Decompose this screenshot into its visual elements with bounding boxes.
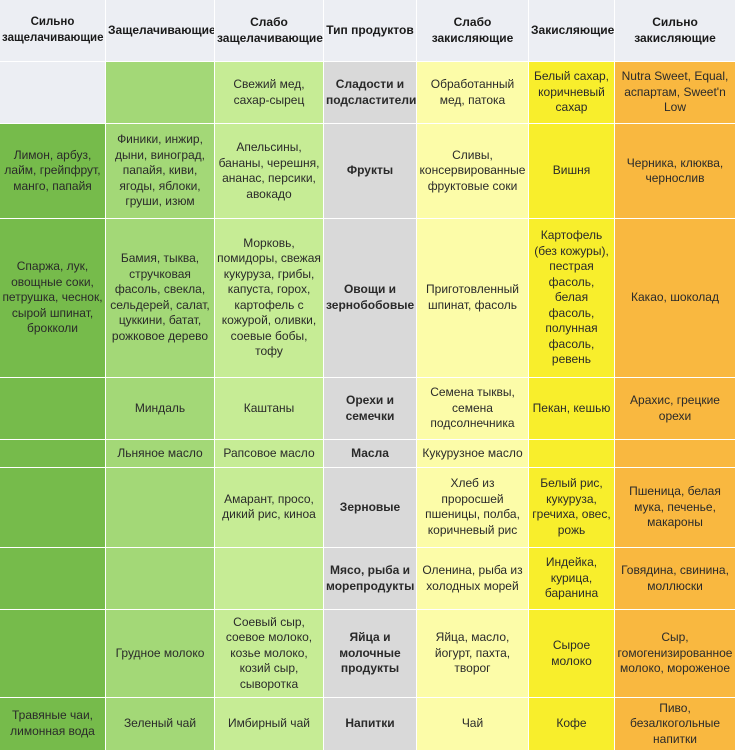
alkaline-cell [106,548,215,611]
food-type-cell: Напитки [324,697,417,751]
food-type-cell: Фрукты [324,124,417,219]
header-strong-acidic: Сильно закисляющие [615,0,736,62]
strong-alkaline-cell [0,467,106,549]
strong-acidic-cell: Говядина, свинина, моллюски [615,548,736,611]
table-row: Миндаль Каштаны Орехи и семечки Семена т… [0,377,736,441]
alkaline-cell: Льняное масло [106,440,215,468]
food-type-cell: Овощи и зернобобовые [324,218,417,378]
strong-acidic-cell: Nutra Sweet, Equal, аспартам, Sweet'n Lo… [615,62,736,125]
food-type-cell: Зерновые [324,467,417,549]
alkaline-cell: Грудное молоко [106,610,215,698]
strong-alkaline-cell [0,62,106,125]
alkaline-cell: Миндаль [106,377,215,441]
strong-alkaline-cell [0,377,106,441]
food-type-cell: Сладости и подсластители [324,62,417,125]
food-type-cell: Орехи и семечки [324,377,417,441]
weak-acidic-cell: Приготовленный шпинат, фасоль [417,218,529,378]
acidic-cell: Кофе [529,697,615,751]
acidic-cell: Белый сахар, коричневый сахар [529,62,615,125]
table-row: Амарант, просо, дикий рис, киноа Зерновы… [0,467,736,549]
header-strong-alkaline: Сильно защелачивающие [0,0,106,62]
strong-acidic-cell: Пиво, безалкогольные напитки [615,697,736,751]
table-row: Льняное масло Рапсовое масло Масла Кукур… [0,440,736,468]
weak-alkaline-cell: Соевый сыр, соевое молоко, козье молоко,… [215,610,324,698]
alkaline-cell [106,467,215,549]
weak-acidic-cell: Кукурузное масло [417,440,529,468]
header-alkaline: Защелачивающие [106,0,215,62]
weak-alkaline-cell: Морковь, помидоры, свежая кукуруза, гриб… [215,218,324,378]
strong-alkaline-cell: Травяные чаи, лимонная вода [0,697,106,751]
strong-alkaline-cell [0,610,106,698]
table-row: Грудное молоко Соевый сыр, соевое молоко… [0,610,736,698]
table-row: Лимон, арбуз, лайм, грейпфрут, манго, па… [0,124,736,219]
strong-acidic-cell: Черника, клюква, чернослив [615,124,736,219]
weak-alkaline-cell: Имбирный чай [215,697,324,751]
header-weak-alkaline: Слабо защелачивающие [215,0,324,62]
weak-alkaline-cell: Рапсовое масло [215,440,324,468]
header-weak-acidic: Слабо закисляющие [417,0,529,62]
acidic-cell: Пекан, кешью [529,377,615,441]
food-type-cell: Яйца и молочные продукты [324,610,417,698]
weak-acidic-cell: Яйца, масло, йогурт, пахта, творог [417,610,529,698]
strong-acidic-cell: Арахис, грецкие орехи [615,377,736,441]
acidic-cell: Белый рис, кукуруза, гречиха, овес, рожь [529,467,615,549]
weak-alkaline-cell: Каштаны [215,377,324,441]
acidic-cell: Индейка, курица, баранина [529,548,615,611]
acidic-cell: Вишня [529,124,615,219]
weak-acidic-cell: Обработанный мед, патока [417,62,529,125]
alkaline-cell: Зеленый чай [106,697,215,751]
strong-alkaline-cell: Лимон, арбуз, лайм, грейпфрут, манго, па… [0,124,106,219]
table-row: Спаржа, лук, овощные соки, петрушка, чес… [0,218,736,378]
strong-acidic-cell [615,440,736,468]
strong-alkaline-cell [0,440,106,468]
food-type-cell: Масла [324,440,417,468]
table-row: Мясо, рыба и морепродукты Оленина, рыба … [0,548,736,611]
header-food-type: Тип продуктов [324,0,417,62]
strong-acidic-cell: Какао, шоколад [615,218,736,378]
acidic-cell: Сырое молоко [529,610,615,698]
alkaline-cell [106,62,215,125]
strong-alkaline-cell [0,548,106,611]
strong-alkaline-cell: Спаржа, лук, овощные соки, петрушка, чес… [0,218,106,378]
weak-alkaline-cell: Свежий мед, сахар-сырец [215,62,324,125]
weak-alkaline-cell: Амарант, просо, дикий рис, киноа [215,467,324,549]
table-row: Травяные чаи, лимонная вода Зеленый чай … [0,697,736,751]
header-acidic: Закисляющие [529,0,615,62]
header-row: Сильно защелачивающие Защелачивающие Сла… [0,0,736,62]
table-row: Свежий мед, сахар-сырец Сладости и подсл… [0,62,736,125]
weak-acidic-cell: Оленина, рыба из холодных морей [417,548,529,611]
weak-alkaline-cell [215,548,324,611]
alkaline-cell: Финики, инжир, дыни, виноград, папайя, к… [106,124,215,219]
weak-alkaline-cell: Апельсины, бананы, черешня, ананас, перс… [215,124,324,219]
alkaline-cell: Бамия, тыква, стручковая фасоль, свекла,… [106,218,215,378]
weak-acidic-cell: Семена тыквы, семена подсолнечника [417,377,529,441]
food-type-cell: Мясо, рыба и морепродукты [324,548,417,611]
weak-acidic-cell: Хлеб из проросшей пшеницы, полба, коричн… [417,467,529,549]
weak-acidic-cell: Сливы, консервированные фруктовые соки [417,124,529,219]
strong-acidic-cell: Сыр, гомогенизированное молоко, морожено… [615,610,736,698]
acidic-cell: Картофель (без кожуры), пестрая фасоль, … [529,218,615,378]
strong-acidic-cell: Пшеница, белая мука, печенье, макароны [615,467,736,549]
weak-acidic-cell: Чай [417,697,529,751]
acidic-cell [529,440,615,468]
